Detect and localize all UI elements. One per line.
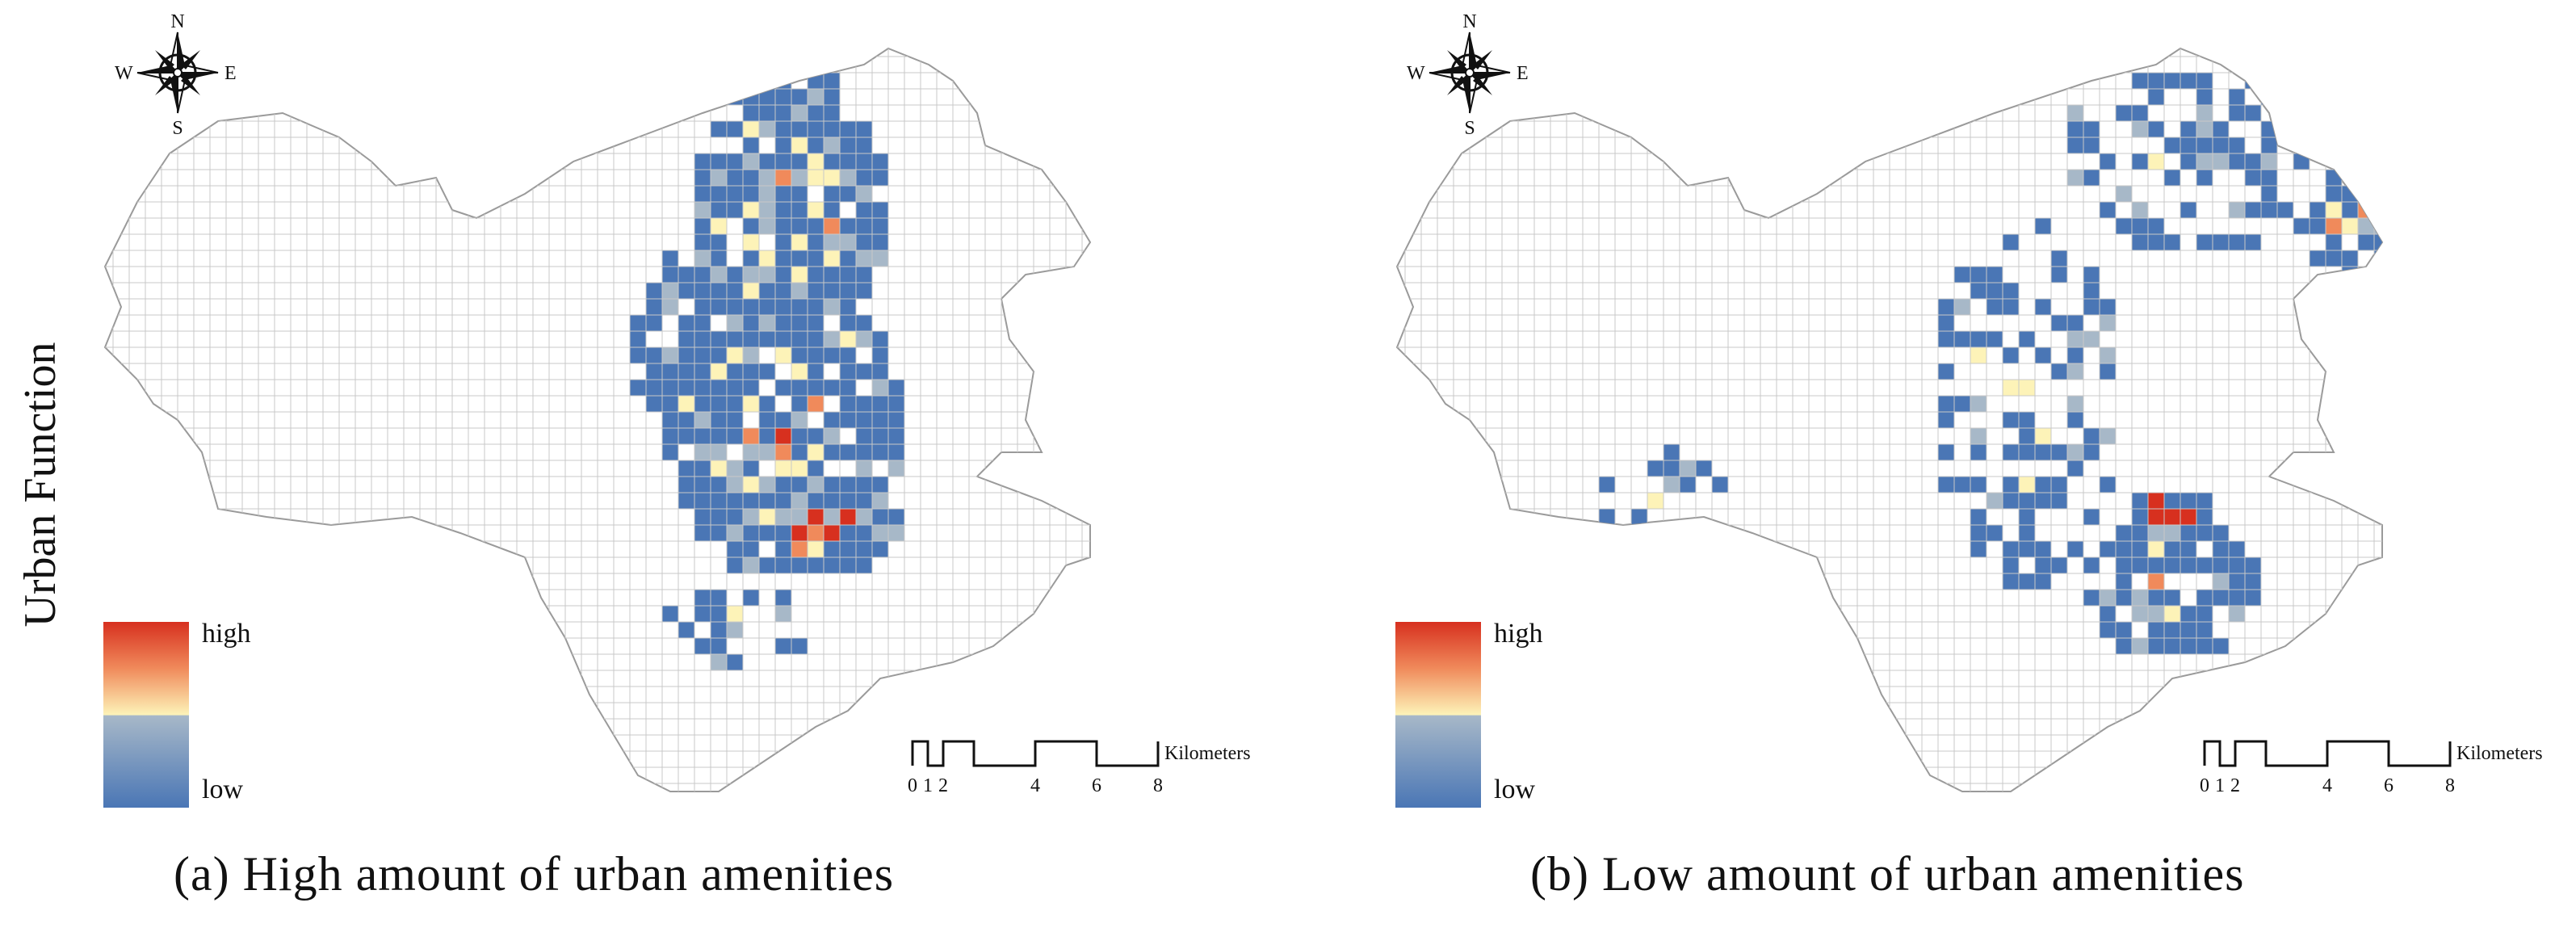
- caption-b: (b) Low amount of urban amenities: [1530, 847, 2245, 901]
- scale-tick-6: 6: [1092, 775, 1101, 796]
- compass-e: E: [224, 63, 237, 84]
- legend-high-label: high: [202, 619, 250, 649]
- compass-n: N: [170, 11, 184, 32]
- compass-s: S: [1464, 118, 1475, 139]
- compass-w: W: [1407, 63, 1425, 84]
- scale-bar: 0 1 2 4 6 8 Kilometers: [2200, 740, 2543, 796]
- caption-a: (a) High amount of urban amenities: [174, 847, 895, 901]
- scale-tick-4: 4: [1030, 775, 1040, 796]
- map-b: N S E W high low 0 1 2 4 6 8 Kilometers: [1395, 11, 2543, 808]
- scale-unit: Kilometers: [1164, 743, 1251, 764]
- legend-high-label: high: [1494, 619, 1542, 649]
- scale-tick-0: 0: [2200, 775, 2209, 796]
- scale-tick-8: 8: [2445, 775, 2455, 796]
- compass-n: N: [1462, 11, 1476, 32]
- map-a: N S E W high low 0 1 2 4 6 8 Ki: [103, 11, 1251, 808]
- compass-s: S: [172, 118, 183, 139]
- scale-tick-1: 1: [923, 775, 933, 796]
- north-arrow-icon: N S E W: [1407, 11, 1529, 139]
- compass-w: W: [115, 63, 133, 84]
- scale-unit: Kilometers: [2456, 743, 2543, 764]
- scale-tick-0: 0: [908, 775, 917, 796]
- scale-bar: 0 1 2 4 6 8 Kilometers: [908, 740, 1251, 796]
- scale-tick-2: 2: [2230, 775, 2240, 796]
- legend-low-label: low: [1494, 775, 1535, 804]
- north-arrow-icon: N S E W: [115, 11, 237, 139]
- legend-low-label: low: [202, 775, 243, 804]
- scale-tick-6: 6: [2384, 775, 2393, 796]
- scale-tick-8: 8: [1153, 775, 1163, 796]
- scale-tick-2: 2: [938, 775, 948, 796]
- compass-e: E: [1517, 63, 1529, 84]
- legend-color-bar: [103, 622, 189, 808]
- map-panel-a: N S E W high low 0 1 2 4 6 8 Ki: [73, 0, 1357, 928]
- scale-tick-4: 4: [2322, 775, 2332, 796]
- y-axis-label: Urban Function: [15, 342, 65, 628]
- map-panel-b: N S E W high low 0 1 2 4 6 8 Kilometers: [1365, 0, 2576, 928]
- legend-color-bar: [1395, 622, 1481, 808]
- scale-tick-1: 1: [2215, 775, 2225, 796]
